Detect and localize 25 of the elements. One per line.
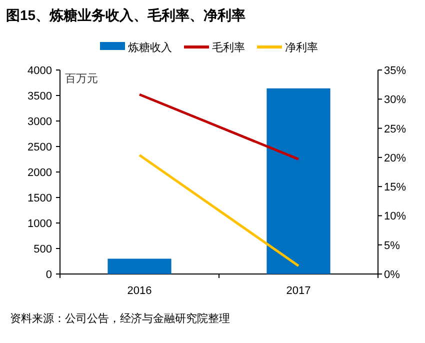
y-tick-label: 1000 [28,218,52,230]
y2-tick-label: 20% [384,152,406,164]
y-tick-label: 3500 [28,90,52,102]
y-tick-label: 4000 [28,65,52,77]
y-tick-label: 2000 [28,167,52,179]
y2-tick-label: 5% [384,240,400,252]
legend-label: 净利率 [285,41,318,54]
y2-tick-label: 35% [384,65,406,77]
chart-title: 图15、炼糖业务收入、毛利率、净利率 [6,7,246,23]
y-axis-title: 百万元 [65,73,98,85]
x-tick-label: 2016 [127,285,152,297]
legend-label: 炼糖收入 [128,41,172,54]
x-tick-label: 2017 [286,285,311,297]
text: 资料来源：公司公告，经济与金融研究院整理 [10,312,230,325]
y-tick-label: 2500 [28,142,52,154]
y-tick-label: 500 [34,244,52,256]
y2-tick-label: 10% [384,210,406,223]
y-tick-label: 3000 [28,116,52,128]
y2-tick-label: 15% [384,182,406,194]
y2-tick-label: 0% [384,269,400,281]
y-tick-label: 0 [46,269,52,281]
legend-label: 毛利率 [212,41,245,54]
y2-tick-label: 30% [384,94,406,106]
y2-tick-label: 25% [384,123,406,136]
y-tick-label: 1500 [28,192,52,204]
